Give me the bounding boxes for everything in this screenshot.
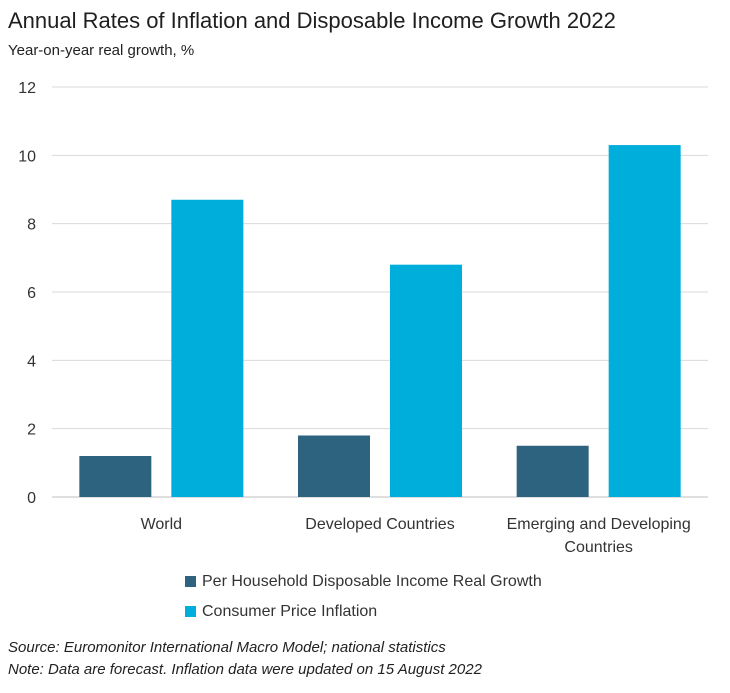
y-tick-label: 2 bbox=[27, 422, 36, 439]
legend: Per Household Disposable Income Real Gro… bbox=[185, 570, 542, 630]
chart-title: Annual Rates of Inflation and Disposable… bbox=[8, 8, 616, 33]
y-tick-label: 6 bbox=[27, 285, 36, 302]
y-tick-label: 4 bbox=[27, 353, 36, 370]
y-tick-label: 0 bbox=[27, 490, 36, 507]
bar-income bbox=[298, 435, 370, 497]
y-tick-label: 8 bbox=[27, 217, 36, 234]
x-category-label: Developed Countries bbox=[305, 516, 454, 533]
bar-inflation bbox=[608, 145, 681, 498]
bar-income bbox=[516, 445, 589, 497]
bar-inflation bbox=[171, 199, 244, 497]
footnotes: Source: Euromonitor International Macro … bbox=[8, 637, 482, 681]
data-note: Note: Data are forecast. Inflation data … bbox=[8, 661, 482, 678]
legend-swatch-income bbox=[185, 576, 196, 587]
chart-subtitle: Year-on-year real growth, % bbox=[8, 42, 195, 59]
x-category-label: Countries bbox=[564, 539, 632, 556]
bar-income bbox=[79, 456, 152, 497]
legend-label-inflation: Consumer Price Inflation bbox=[202, 602, 378, 620]
legend-item-inflation: Consumer Price Inflation bbox=[185, 600, 542, 623]
y-tick-label: 10 bbox=[18, 148, 36, 165]
bar-inflation bbox=[390, 264, 462, 497]
source-note: Source: Euromonitor International Macro … bbox=[8, 639, 446, 656]
x-category-label: World bbox=[141, 516, 183, 533]
legend-swatch-inflation bbox=[185, 606, 196, 617]
bar-chart: 0 2 4 6 8 10 12 World Developed Countries Emergin… bbox=[18, 80, 708, 556]
y-tick-label: 12 bbox=[18, 80, 36, 97]
legend-label-income: Per Household Disposable Income Real Gro… bbox=[202, 572, 542, 590]
x-category-label: Emerging and Developing bbox=[507, 516, 691, 533]
legend-item-income: Per Household Disposable Income Real Gro… bbox=[185, 570, 542, 593]
